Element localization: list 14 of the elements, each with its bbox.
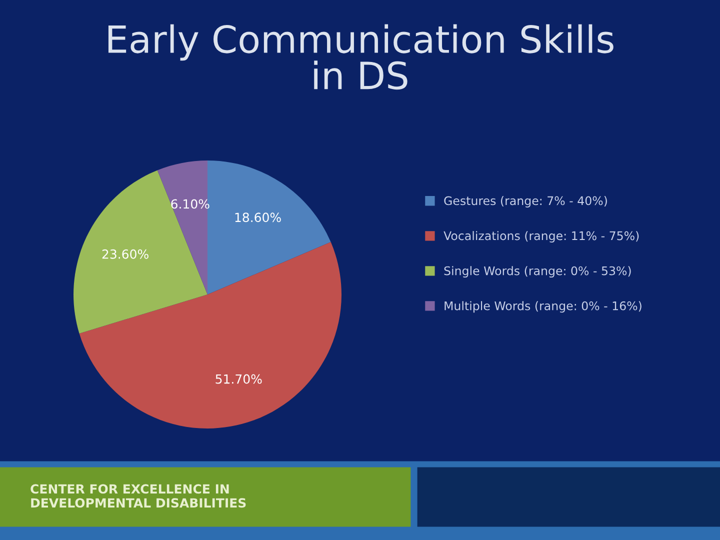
legend-label: Multiple Words (range: 0% - 16%) [444, 301, 642, 313]
chart-title: Early Communication Skills in DS [108, 24, 614, 90]
legend-label: Gestures (range: 7% - 40%) [444, 196, 607, 208]
legend-label: Single Words (range: 0% - 53%) [444, 266, 631, 278]
data-label: 18.60% [235, 212, 281, 222]
pie-slice [79, 242, 342, 428]
data-label: 23.60% [102, 249, 148, 259]
legend-label: Vocalizations (range: 11% - 75%) [444, 231, 639, 242]
pie-slice [74, 170, 208, 334]
data-label: 51.70% [216, 374, 262, 384]
pie-slice [208, 160, 331, 294]
data-label: 6.10% [171, 199, 210, 209]
pie-slice [157, 160, 208, 294]
text: CENTER FOR EXCELLENCE IN DEVELOPMENTAL DISABILITIES [30, 484, 246, 508]
